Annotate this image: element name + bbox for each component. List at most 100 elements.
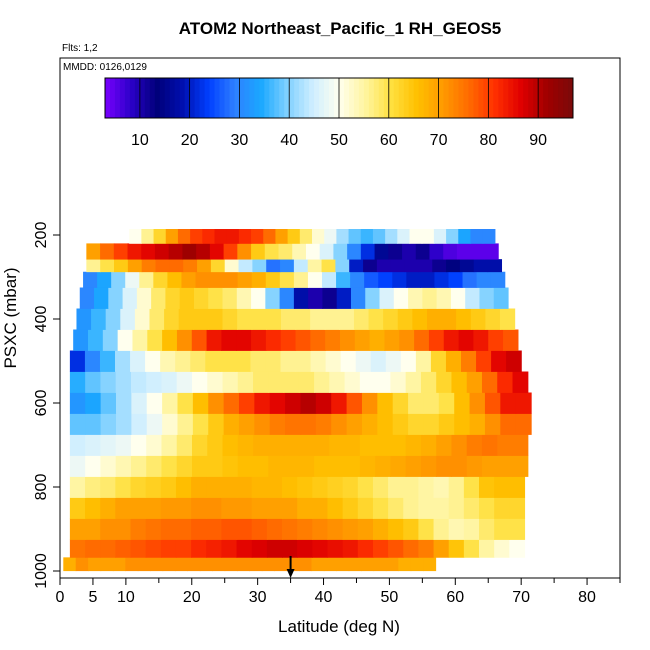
heatmap-cell (488, 329, 504, 351)
heatmap-cell (222, 434, 239, 456)
heatmap-cell (253, 434, 269, 456)
heatmap-cell (462, 271, 478, 288)
heatmap-cell (238, 229, 252, 244)
heatmap-cell (469, 413, 486, 435)
heatmap-cell (207, 371, 224, 393)
heatmap-cell (85, 539, 101, 558)
colorbar-swatch (523, 78, 529, 118)
heatmap-cell (268, 434, 285, 456)
heatmap-cell (314, 371, 330, 393)
colorbar-swatch (348, 78, 355, 118)
heatmap-cell (340, 329, 356, 351)
heatmap-cell (473, 259, 489, 273)
heatmap-cell (418, 497, 435, 519)
heatmap-cell (207, 434, 224, 456)
heatmap-cell (278, 243, 293, 260)
heatmap-cell (127, 243, 142, 260)
heatmap-cell (115, 434, 132, 456)
heatmap-cell (503, 329, 519, 351)
heatmap-cell (209, 271, 225, 288)
heatmap-cell (141, 243, 156, 260)
heatmap-cell (481, 434, 498, 456)
date-note: MMDD: 0126,0129 (63, 62, 147, 73)
colorbar-swatch (408, 78, 415, 118)
heatmap-cell (86, 243, 101, 260)
heatmap-cell (353, 308, 370, 330)
colorbar-swatch (473, 78, 479, 118)
heatmap-cell (275, 229, 289, 244)
heatmap-cell (268, 371, 285, 393)
heatmap-cell (499, 308, 516, 330)
heatmap-cell (130, 371, 147, 393)
heatmap-cell (287, 229, 301, 244)
heatmap-cell (191, 455, 208, 477)
heatmap-cell (430, 350, 447, 372)
heatmap-cell (160, 497, 177, 519)
heatmap-cell (115, 539, 132, 558)
heatmap-cell (85, 497, 101, 519)
heatmap-cell (305, 243, 321, 260)
heatmap-cell (361, 392, 378, 414)
heatmap-cell (102, 329, 119, 351)
heatmap-cell (406, 271, 421, 288)
heatmap-cell (265, 271, 281, 288)
heatmap-cell (360, 229, 374, 244)
plot-frame (59, 57, 621, 579)
heatmap-cell (433, 539, 450, 558)
heatmap-cell (175, 497, 192, 519)
heatmap-cell (293, 271, 309, 288)
heatmap-cell (418, 518, 435, 540)
heatmap-cell (85, 476, 101, 498)
y-tick-label: 200 (33, 222, 50, 249)
heatmap-cell (298, 434, 315, 456)
colorbar-swatch (129, 78, 136, 118)
heatmap-cell (111, 271, 126, 288)
colorbar-swatch (259, 78, 265, 118)
heatmap-cell (178, 308, 194, 330)
flights-note: Flts: 1,2 (62, 43, 98, 54)
heatmap-cell (100, 259, 115, 273)
heatmap-cell (174, 557, 188, 572)
heatmap-cell (161, 455, 178, 477)
heatmap-cell (388, 539, 404, 558)
heatmap-cell (130, 497, 147, 519)
colorbar-swatch (334, 78, 340, 118)
heatmap-cell (415, 350, 432, 372)
colorbar-swatch (339, 78, 345, 118)
heatmap-cell (312, 518, 329, 540)
heatmap-cell (408, 413, 425, 435)
heatmap-cell (115, 350, 131, 372)
heatmap-cell (339, 308, 355, 330)
heatmap-cell (100, 497, 116, 519)
heatmap-cell (207, 455, 224, 477)
heatmap-cell (336, 229, 350, 244)
heatmap-cell (220, 350, 236, 372)
heatmap-cell (300, 413, 317, 435)
heatmap-cell (165, 287, 181, 309)
colorbar-swatch (423, 78, 430, 118)
heatmap-cell (146, 371, 163, 393)
heatmap-cell (369, 329, 386, 351)
heatmap-cell (266, 308, 282, 330)
arrow-head (286, 569, 295, 578)
heatmap-cell (266, 259, 281, 273)
heatmap-cell (226, 229, 240, 244)
heatmap-cell (463, 518, 480, 540)
heatmap-cell (195, 271, 211, 288)
colorbar-swatch (169, 78, 176, 118)
heatmap-cell (254, 392, 271, 414)
heatmap-cell (253, 455, 269, 477)
heatmap-cell (69, 539, 86, 558)
colorbar-swatch (513, 78, 519, 118)
heatmap-cell (283, 434, 300, 456)
heatmap-cell (208, 392, 225, 414)
heatmap-cell (418, 476, 435, 498)
heatmap-cell (423, 392, 440, 414)
heatmap-cell (199, 557, 213, 572)
heatmap-cell (282, 539, 298, 558)
x-tick-label: 20 (183, 589, 201, 606)
heatmap-cell (331, 392, 348, 414)
heatmap-cell (145, 350, 161, 372)
colorbar-swatch (368, 78, 375, 118)
heatmap-cell (236, 518, 253, 540)
